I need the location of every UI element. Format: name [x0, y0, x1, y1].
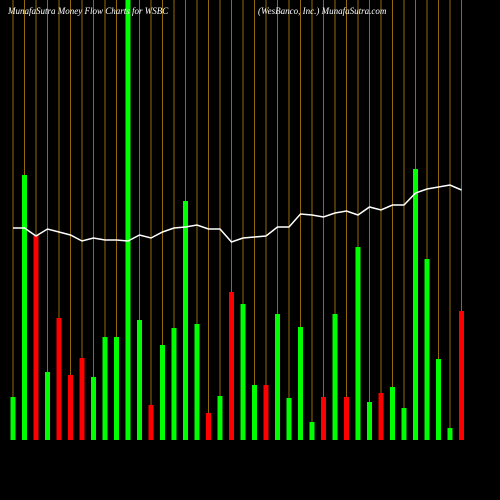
bar — [79, 358, 85, 440]
bar — [309, 422, 315, 440]
bar — [10, 397, 16, 440]
bar — [275, 314, 280, 440]
bar — [321, 397, 326, 440]
bar — [390, 387, 395, 440]
bar — [344, 397, 349, 440]
bar — [171, 328, 177, 440]
bar — [424, 259, 430, 440]
bar — [413, 169, 418, 440]
bar — [332, 314, 338, 440]
bar — [22, 175, 27, 440]
bar — [102, 337, 108, 440]
bar — [45, 372, 50, 440]
bar — [114, 337, 119, 440]
chart-subtitle: (WesBanco, Inc.) MunafaSutra.com — [258, 6, 387, 16]
bar — [160, 345, 165, 440]
bar — [217, 396, 223, 440]
bar — [229, 292, 234, 440]
bar — [183, 201, 188, 440]
bar — [240, 304, 246, 440]
bar — [447, 428, 453, 440]
bar — [91, 377, 96, 440]
bar — [137, 320, 142, 440]
bar — [436, 359, 441, 440]
chart-title: MunafaSutra Money Flow Charts for WSBC — [7, 6, 169, 16]
bar — [206, 413, 211, 440]
bar — [33, 235, 39, 440]
bar — [194, 324, 200, 440]
bar — [286, 398, 292, 440]
bar — [263, 385, 269, 440]
bar — [401, 408, 407, 440]
bar — [355, 247, 361, 440]
bar — [68, 375, 73, 440]
bar — [56, 318, 62, 440]
bar — [125, 0, 131, 440]
bar — [459, 311, 464, 440]
bar — [298, 327, 303, 440]
bar — [148, 405, 154, 440]
bar — [367, 402, 372, 440]
bar — [252, 385, 257, 440]
money-flow-line — [13, 184, 462, 243]
bar — [378, 393, 384, 440]
